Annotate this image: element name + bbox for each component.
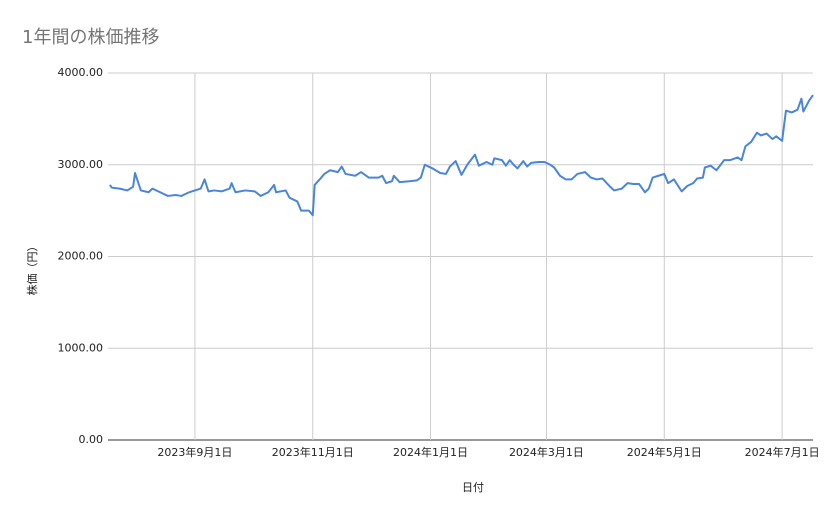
y-tick-label: 4000.00 [58, 66, 104, 79]
x-tick-label: 2024年5月1日 [627, 445, 702, 459]
x-tick-label: 2023年11月1日 [272, 445, 354, 459]
x-tick-label: 2023年9月1日 [157, 445, 232, 459]
y-tick-label: 2000.00 [58, 250, 104, 263]
data-line [109, 94, 814, 217]
x-tick-label: 2024年7月1日 [745, 445, 820, 459]
chart-title: 1年間の株価推移 [22, 27, 159, 48]
y-axis-label: 株価（円） [25, 241, 39, 296]
y-tick-label: 1000.00 [58, 341, 104, 354]
x-tick-label: 2024年3月1日 [509, 445, 584, 459]
y-tick-label: 3000.00 [58, 158, 104, 171]
x-axis-label: 日付 [462, 481, 484, 494]
x-tick-label: 2024年1月1日 [393, 445, 468, 459]
y-tick-label: 0.00 [79, 433, 104, 446]
